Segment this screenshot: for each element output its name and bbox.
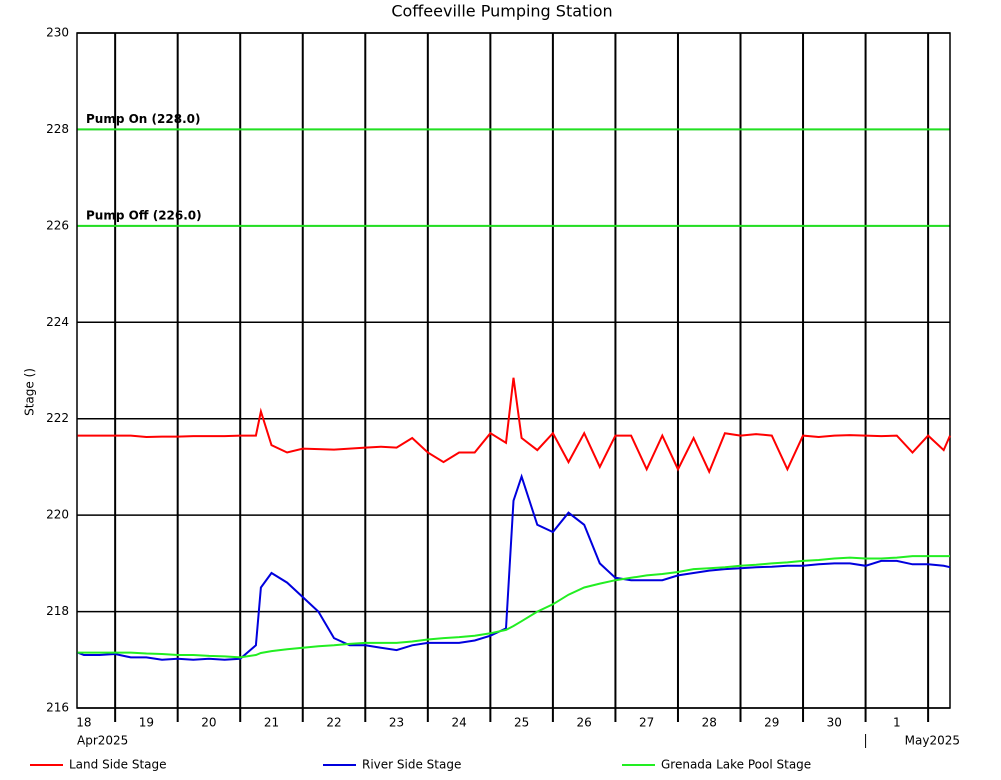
legend-label: Land Side Stage — [69, 758, 167, 772]
period-label: May2025 — [905, 734, 960, 748]
x-tick-label: 24 — [451, 716, 466, 730]
legend-label: River Side Stage — [362, 758, 461, 772]
series-line — [77, 555, 950, 659]
series-line — [77, 473, 951, 661]
y-tick-label: 224 — [46, 315, 69, 329]
x-tick-label: 22 — [326, 716, 341, 730]
plot-frame — [76, 32, 951, 709]
y-tick-label: 216 — [46, 701, 69, 715]
chart-title: Coffeeville Pumping Station — [391, 2, 612, 21]
y-tick-label: 228 — [46, 122, 69, 136]
x-tick-label: 25 — [514, 716, 529, 730]
x-tick-label: 20 — [201, 716, 216, 730]
legend-label: Grenada Lake Pool Stage — [661, 758, 811, 772]
y-tick-label: 230 — [46, 26, 69, 40]
period-label: Apr2025 — [77, 734, 128, 748]
y-axis-label: Stage () — [23, 368, 37, 416]
x-tick-label: 30 — [827, 716, 842, 730]
x-tick-label: 21 — [264, 716, 279, 730]
x-tick-label: 26 — [577, 716, 592, 730]
y-tick-label: 220 — [46, 508, 69, 522]
reference-label: Pump Off (226.0) — [86, 208, 202, 222]
y-tick-label: 218 — [46, 604, 69, 618]
series-line — [77, 377, 951, 475]
x-tick-label: 23 — [389, 716, 404, 730]
y-tick-label: 222 — [46, 411, 69, 425]
x-tick-label: 1 — [893, 716, 901, 730]
reference-label: Pump On (228.0) — [86, 112, 200, 126]
x-tick-label: 18 — [76, 716, 91, 730]
x-tick-label: 29 — [764, 716, 779, 730]
x-tick-label: 27 — [639, 716, 654, 730]
x-tick-label: 19 — [139, 716, 154, 730]
y-tick-label: 226 — [46, 218, 69, 232]
x-tick-label: 28 — [702, 716, 717, 730]
